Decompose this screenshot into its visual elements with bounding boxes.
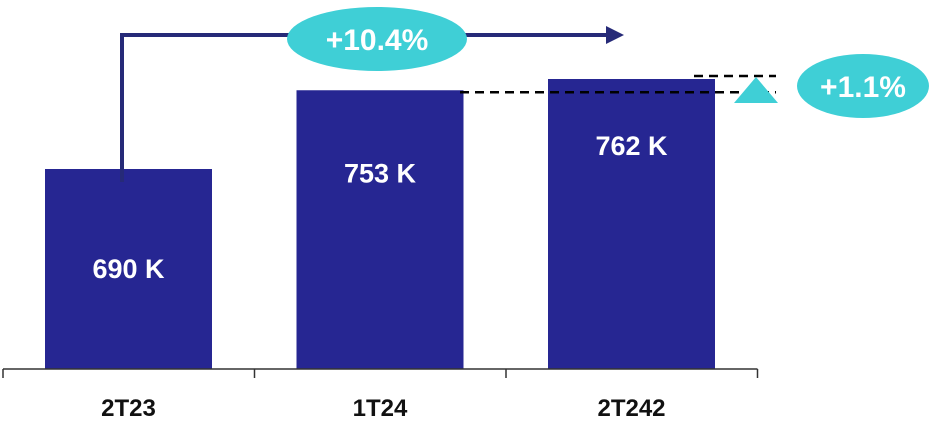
x-tick-label: 2T23 [101,395,156,422]
x-tick-label: 2T242 [597,395,665,422]
bar-1t24 [296,90,464,369]
growth-bubble-text: +10.4% [326,24,429,57]
increase-triangle-icon [734,77,778,103]
x-axis: 2T23 1T24 2T242 [2,368,759,422]
change-bubble [797,54,929,118]
bar-2t242 [548,79,715,369]
annotations: +10.4% +1.1% [120,7,929,182]
x-tick-label: 1T24 [353,395,408,422]
bars: 690 K 753 K 762 K [45,79,715,369]
data-label: 690 K [92,254,165,284]
data-label: 753 K [344,158,417,188]
growth-bubble [287,7,467,71]
change-bubble-text: +1.1% [820,71,906,104]
growth-arrow-head [606,26,624,44]
bar-2t23 [45,169,212,369]
data-label: 762 K [595,131,668,161]
